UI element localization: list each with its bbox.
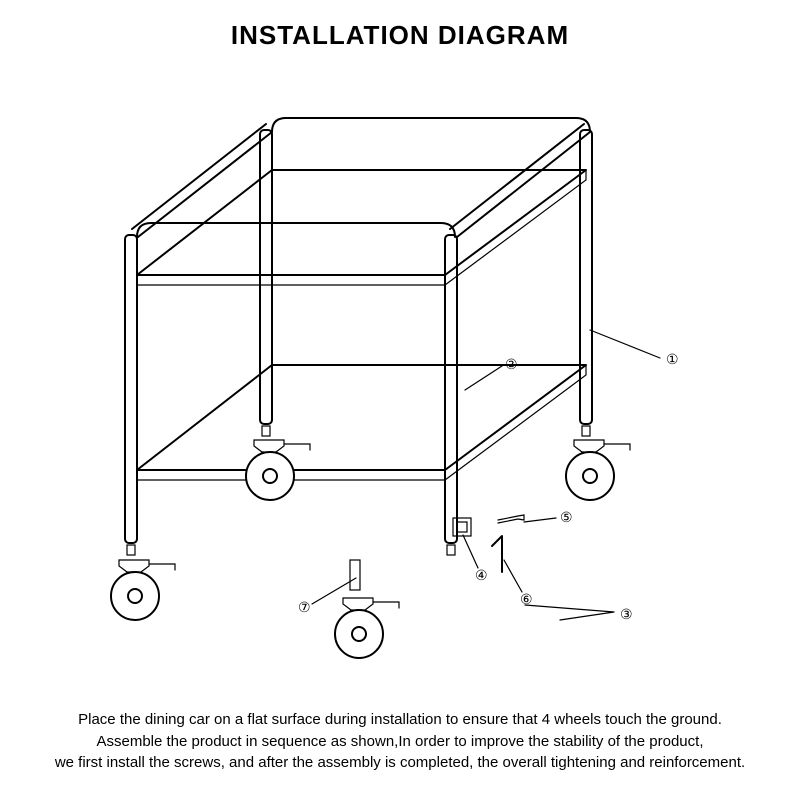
callout-6: ⑥ — [520, 591, 533, 607]
callout-7: ⑦ — [298, 599, 311, 615]
callout-5: ⑤ — [560, 509, 573, 525]
callout-1: ① — [666, 351, 679, 367]
caption-line-1: Place the dining car on a flat surface d… — [40, 709, 760, 731]
cart-diagram: ① ② ③ ④ ⑤ ⑥ ⑦ — [50, 60, 750, 680]
diagram-title: INSTALLATION DIAGRAM — [0, 20, 800, 51]
caption-line-3: we first install the screws, and after t… — [40, 752, 760, 774]
callout-2: ② — [505, 356, 518, 372]
instructions-caption: Place the dining car on a flat surface d… — [40, 709, 760, 774]
caption-line-2: Assemble the product in sequence as show… — [40, 731, 760, 753]
callout-3: ③ — [620, 606, 633, 622]
callout-4: ④ — [475, 567, 488, 583]
